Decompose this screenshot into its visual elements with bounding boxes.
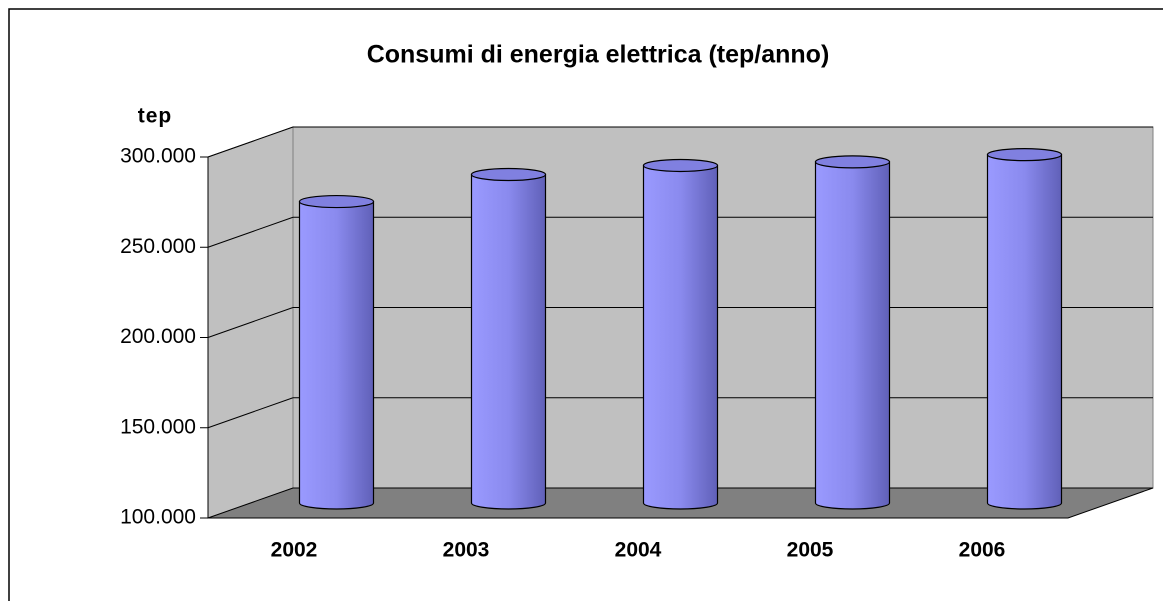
bar — [986, 148, 1063, 510]
x-tick-label: 2006 — [959, 539, 1006, 562]
bar — [814, 155, 891, 510]
y-tick-label: 150.000 — [120, 415, 196, 438]
y-tick-label: 250.000 — [120, 235, 196, 258]
y-tick-label: 100.000 — [120, 506, 196, 529]
x-tick-label: 2003 — [443, 539, 490, 562]
y-axis-label: tep — [138, 105, 173, 128]
bar — [642, 158, 719, 510]
x-tick-label: 2005 — [787, 539, 834, 562]
grid-line — [207, 126, 294, 158]
x-tick-label: 2002 — [271, 539, 318, 562]
chart-title: Consumi di energia elettrica (tep/anno) — [367, 41, 830, 69]
bar — [470, 167, 547, 510]
y-tick-label: 200.000 — [120, 325, 196, 348]
y-tick-label: 300.000 — [120, 145, 196, 168]
grid-line — [207, 307, 294, 338]
grid-line — [207, 216, 294, 248]
bar — [298, 194, 375, 510]
grid-line — [207, 397, 294, 429]
x-tick-label: 2004 — [615, 539, 662, 562]
